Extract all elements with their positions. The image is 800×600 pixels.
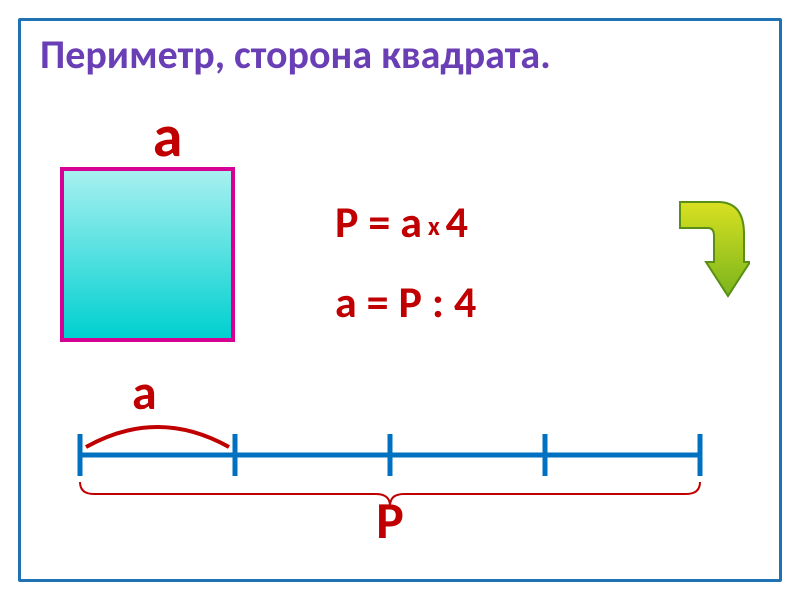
segment-arc-label: а bbox=[132, 362, 157, 423]
number-line-diagram: а Р bbox=[70, 400, 710, 545]
sym-eq2: = bbox=[357, 275, 399, 329]
formula-block: Р = а х 4 а = Р : 4 bbox=[335, 195, 476, 355]
formula-perimeter: Р = а х 4 bbox=[335, 195, 476, 249]
perimeter-total-label: Р bbox=[376, 488, 404, 552]
square-side-label: а bbox=[60, 100, 235, 173]
sym-a2: а bbox=[335, 275, 357, 329]
sym-mult: х bbox=[422, 210, 446, 242]
slide-title: Периметр, сторона квадрата. bbox=[30, 30, 770, 79]
sym-P2: Р bbox=[399, 275, 422, 329]
sym-4: 4 bbox=[446, 195, 468, 249]
sym-eq: = bbox=[358, 195, 400, 249]
curved-arrow-icon bbox=[670, 200, 750, 315]
sym-42: 4 bbox=[454, 275, 476, 329]
square-diagram: а bbox=[60, 100, 235, 342]
square-shape bbox=[60, 167, 235, 342]
formula-side: а = Р : 4 bbox=[335, 275, 476, 329]
sym-a: а bbox=[400, 195, 422, 249]
sym-div: : bbox=[422, 275, 454, 329]
sym-P: Р bbox=[335, 195, 358, 249]
